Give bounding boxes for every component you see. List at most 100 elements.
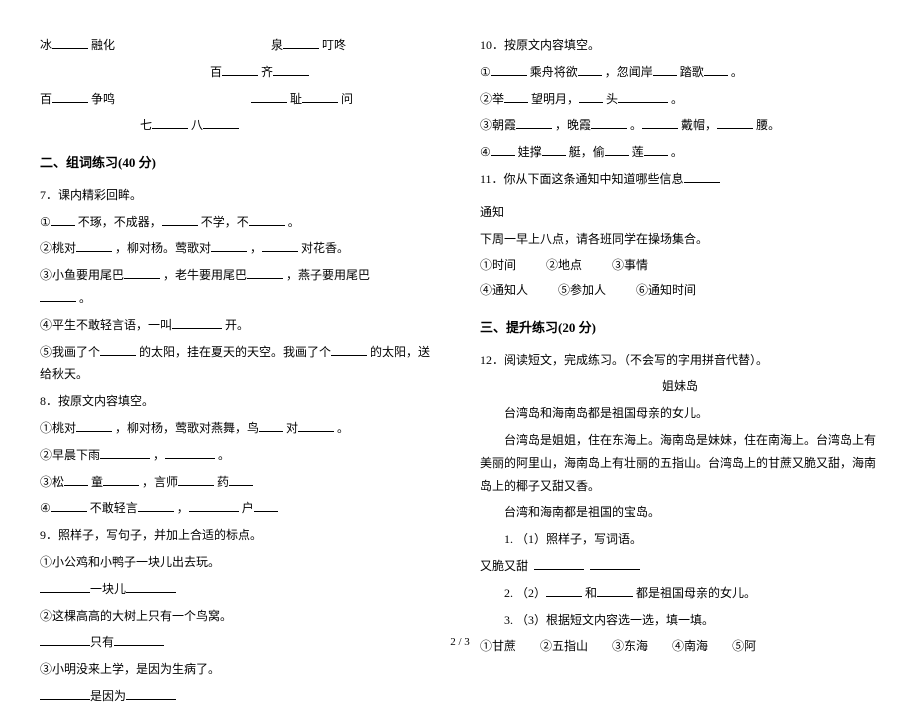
blank	[579, 90, 603, 103]
blank	[298, 419, 334, 432]
text: 对	[286, 421, 298, 435]
text: 踏歌	[680, 65, 704, 79]
text: 齐	[261, 65, 273, 79]
notice-body: 下周一早上八点，请各班同学在操场集合。	[480, 228, 880, 251]
blank	[542, 143, 566, 156]
blank	[40, 687, 90, 700]
fill-line: 百 争鸣 耻 问	[40, 88, 440, 111]
blank	[126, 580, 176, 593]
text: 。	[630, 118, 642, 132]
q8: 8．按原文内容填空。	[40, 390, 440, 413]
q7: 7．课内精彩回眸。	[40, 184, 440, 207]
text: 的太阳，挂在夏天的天空。我画了个	[139, 345, 331, 359]
notice-title: 通知	[480, 201, 880, 224]
blank	[76, 419, 112, 432]
text: 叮咚	[322, 38, 346, 52]
text: ⑤我画了个	[40, 345, 100, 359]
choice: ⑤阿	[732, 635, 756, 658]
blank	[249, 213, 285, 226]
text: 莲	[632, 145, 644, 159]
blank	[203, 116, 239, 129]
text: 乘舟将欲	[530, 65, 578, 79]
text: 。	[218, 448, 230, 462]
option: ⑤参加人	[558, 279, 606, 302]
q10-1: ① 乘舟将欲 ，忽闻岸 踏歌 。	[480, 61, 880, 84]
text: 腰。	[756, 118, 780, 132]
text: 都是祖国母亲的女儿。	[636, 586, 756, 600]
blank	[590, 557, 640, 570]
q10-3: ③朝霞 ，晚霞 。 戴帽， 腰。	[480, 114, 880, 137]
choice: ①甘蔗	[480, 635, 516, 658]
blank	[516, 116, 552, 129]
choice: ④南海	[672, 635, 708, 658]
blank	[605, 143, 629, 156]
q7-4: ④平生不敢轻言语，一叫 开。	[40, 314, 440, 337]
q7-5: ⑤我画了个 的太阳，挂在夏天的天空。我画了个 的太阳，送给秋天。	[40, 341, 440, 387]
text: ④平生不敢轻言语，一叫	[40, 318, 172, 332]
q9-2: ②这棵高高的大树上只有一个鸟窝。	[40, 605, 440, 628]
q7-1: ① 不琢，不成器， 不学，不 。	[40, 211, 440, 234]
text: 娃撑	[518, 145, 542, 159]
section-2-title: 二、组词练习(40 分)	[40, 151, 440, 176]
q9-3: ③小明没来上学，是因为生病了。	[40, 658, 440, 681]
blank	[189, 499, 239, 512]
text: 药	[217, 475, 229, 489]
blank	[76, 239, 112, 252]
blank	[546, 584, 582, 597]
text: 户	[242, 501, 254, 515]
blank	[704, 63, 728, 76]
blank	[126, 687, 176, 700]
text: 艇，偷	[569, 145, 605, 159]
blank	[114, 633, 164, 646]
blank	[172, 316, 222, 329]
q7-2: ②桃对 ，柳对杨。莺歌对 ， 对花香。	[40, 237, 440, 260]
text: ③小鱼要用尾巴	[40, 268, 124, 282]
choice: ②五指山	[540, 635, 588, 658]
blank	[165, 446, 215, 459]
options-row: ①时间 ②地点 ③事情	[480, 254, 880, 277]
s2: 2. （2） 和 都是祖国母亲的女儿。	[504, 582, 880, 605]
blank	[283, 36, 319, 49]
blank	[591, 116, 627, 129]
blank	[247, 266, 283, 279]
text: ①	[480, 65, 491, 79]
s1b: 又脆又甜	[480, 555, 880, 578]
text: 七	[140, 118, 152, 132]
blank	[51, 213, 75, 226]
blank	[211, 239, 247, 252]
q10-2: ②举 望明月， 头 。	[480, 88, 880, 111]
passage-title: 姐妹岛	[480, 375, 880, 398]
text: ，	[250, 241, 262, 255]
fill-line: 冰 融化 泉 叮咚	[40, 34, 440, 57]
right-column: 10．按原文内容填空。 ① 乘舟将欲 ，忽闻岸 踏歌 。 ②举 望明月， 头 。…	[480, 30, 880, 610]
text: 望明月，	[531, 92, 579, 106]
q10-4: ④ 娃撑 艇，偷 莲 。	[480, 141, 880, 164]
blank	[229, 473, 253, 486]
text: ③松	[40, 475, 64, 489]
text: 。	[79, 291, 91, 305]
text: ③朝霞	[480, 118, 516, 132]
text: ，晚霞	[555, 118, 591, 132]
blank	[100, 446, 150, 459]
fill-line: 百 齐	[40, 61, 440, 84]
blank	[302, 90, 338, 103]
q8-4: ④ 不敢轻言 ， 户	[40, 497, 440, 520]
q11: 11．你从下面这条通知中知道哪些信息	[480, 168, 880, 191]
text: 。	[288, 215, 300, 229]
blank	[251, 90, 287, 103]
text: ，言师	[142, 475, 178, 489]
text: 又脆又甜	[480, 559, 528, 573]
text: 八	[191, 118, 203, 132]
q9-3b: 是因为	[40, 685, 440, 708]
blank	[491, 63, 527, 76]
q8-2: ②早晨下雨 ， 。	[40, 444, 440, 467]
blank	[100, 343, 136, 356]
blank	[64, 473, 88, 486]
q12: 12．阅读短文，完成练习。（不会写的字用拼音代替）。	[480, 349, 880, 372]
blank	[262, 239, 298, 252]
blank	[684, 170, 720, 183]
option: ①时间	[480, 254, 516, 277]
option: ④通知人	[480, 279, 528, 302]
blank	[178, 473, 214, 486]
q9-1: ①小公鸡和小鸭子一块儿出去玩。	[40, 551, 440, 574]
